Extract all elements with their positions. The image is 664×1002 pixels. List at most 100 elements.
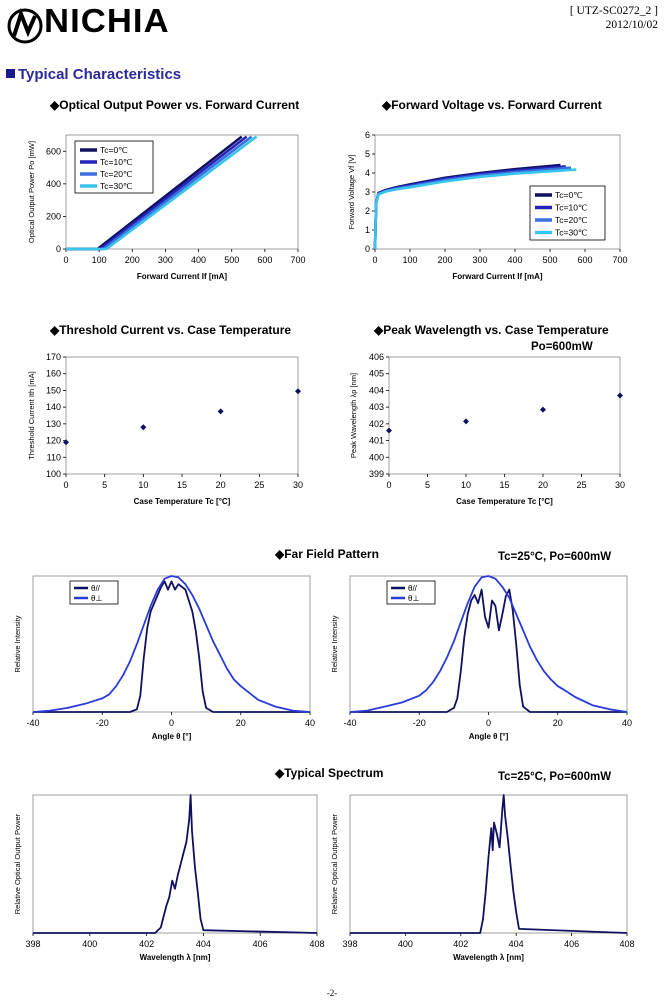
y-tick-label: 1	[365, 225, 370, 235]
x-axis-label: Case Temperature Tc [°C]	[456, 497, 553, 506]
y-tick-label: 130	[46, 419, 61, 429]
x-tick-label: 406	[253, 939, 268, 949]
x-axis-label: Case Temperature Tc [°C]	[134, 497, 231, 506]
y-tick-label: 5	[365, 149, 370, 159]
x-tick-label: 0	[386, 480, 391, 490]
y-axis-label: Peak Wavelength λp [nm]	[349, 373, 358, 458]
legend-label: Tc=20℃	[100, 169, 133, 179]
y-axis-label: Threshold Current Ith [mA]	[27, 371, 36, 459]
x-tick-label: 200	[125, 255, 140, 265]
x-tick-label: 398	[25, 939, 40, 949]
x-tick-label: 600	[257, 255, 272, 265]
chart-spec1: 398 400 402 404 406 408 Wavelength λ [nm] Relat…	[13, 794, 325, 962]
chart-ffp2: -40 -20 0 20 40 Angle θ [°] Relative Intensity…	[330, 575, 632, 741]
x-tick-label: 0	[372, 255, 377, 265]
x-tick-label: 20	[553, 718, 563, 728]
y-tick-label: 140	[46, 402, 61, 412]
chart-spec2: 398 400 402 404 406 408 Wavelength λ [nm] Relat…	[330, 794, 635, 962]
document-id: [ UTZ-SC0272_2 ] 2012/10/02	[570, 4, 658, 32]
x-tick-label: 0	[63, 255, 68, 265]
y-axis-label: Relative Optical Output Power	[330, 813, 339, 914]
series-line	[350, 588, 627, 713]
nichia-logo	[7, 7, 43, 44]
title-ith-tc: ◆Threshold Current vs. Case Temperature	[50, 323, 292, 337]
title-po-if: ◆Optical Output Power vs. Forward Curren…	[50, 98, 300, 112]
x-axis-label: Wavelength λ [nm]	[453, 953, 524, 962]
x-tick-label: 40	[622, 718, 632, 728]
page-number: -2-	[326, 988, 338, 998]
y-axis-label: Relative Optical Output Power	[13, 813, 22, 914]
y-axis-label: Relative Intensity	[13, 615, 22, 672]
x-tick-label: -20	[413, 718, 426, 728]
series-line	[350, 794, 628, 934]
data-point	[140, 424, 147, 431]
y-axis-label: Relative Intensity	[330, 615, 339, 672]
x-tick-label: -40	[343, 718, 356, 728]
plot-frame	[349, 794, 628, 934]
title-spectrum: ◆Typical Spectrum	[275, 766, 384, 780]
y-tick-label: 6	[365, 130, 370, 140]
y-tick-label: 200	[46, 211, 61, 221]
x-tick-label: 300	[158, 255, 173, 265]
data-point	[63, 439, 69, 446]
x-tick-label: 402	[453, 939, 468, 949]
y-tick-label: 400	[369, 452, 384, 462]
chart-po_if: 0 100 200 300 400 500 600 700 0 200 400 600 Forward …	[27, 134, 306, 281]
y-tick-label: 405	[369, 369, 384, 379]
series-line	[33, 580, 310, 713]
plot-frame	[65, 356, 299, 475]
x-tick-label: 0	[63, 480, 68, 490]
legend-label: Tc=0℃	[100, 145, 128, 155]
x-axis-label: Angle θ [°]	[152, 732, 192, 741]
x-tick-label: 500	[542, 255, 557, 265]
y-axis-label: Forward Voltage Vf [V]	[347, 154, 356, 229]
x-tick-label: 700	[290, 255, 305, 265]
series-line	[349, 575, 628, 713]
y-tick-label: 2	[365, 206, 370, 216]
plot-frame	[388, 356, 621, 475]
x-tick-label: 100	[402, 255, 417, 265]
x-tick-label: 400	[507, 255, 522, 265]
chart-ith_tc: 0 5 10 15 20 25 30 100 110 120 130 140 150 160 170 Case…	[27, 352, 303, 506]
x-axis-label: Angle θ [°]	[469, 732, 509, 741]
data-point	[217, 408, 224, 415]
legend-label: Tc=10℃	[555, 203, 588, 213]
legend-label: θ//	[91, 584, 101, 593]
cond-spectrum: Tc=25°C, Po=600mW	[498, 771, 612, 783]
x-tick-label: 300	[472, 255, 487, 265]
x-axis-label: Forward Current If [mA]	[137, 272, 228, 281]
x-tick-label: 25	[576, 480, 586, 490]
x-tick-label: -40	[26, 718, 39, 728]
section-title: Typical Characteristics	[6, 66, 181, 83]
y-tick-label: 0	[56, 244, 61, 254]
series-line	[33, 794, 318, 934]
y-tick-label: 120	[46, 436, 61, 446]
x-tick-label: 400	[82, 939, 97, 949]
x-tick-label: 40	[305, 718, 315, 728]
title-ffp: ◆Far Field Pattern	[275, 547, 379, 561]
chart-vf_if: 0 100 200 300 400 500 600 700 0 1 2 3 4 5 6 Forward Cur…	[347, 130, 628, 281]
x-tick-label: 10	[138, 480, 148, 490]
x-tick-label: 15	[177, 480, 187, 490]
series-line	[32, 575, 311, 713]
x-tick-label: 400	[191, 255, 206, 265]
x-tick-label: 100	[92, 255, 107, 265]
y-tick-label: 170	[46, 352, 61, 362]
y-tick-label: 400	[46, 179, 61, 189]
chart-lp_tc: 0 5 10 15 20 25 30 399 400 401 402 403 404 405 406 Case…	[349, 352, 625, 506]
data-point	[295, 388, 301, 395]
x-tick-label: 406	[564, 939, 579, 949]
y-tick-label: 404	[369, 385, 384, 395]
x-tick-label: 402	[139, 939, 154, 949]
section-square-icon	[6, 69, 15, 78]
y-tick-label: 402	[369, 419, 384, 429]
x-tick-label: 20	[236, 718, 246, 728]
legend-label: Tc=30℃	[100, 181, 133, 191]
x-tick-label: 10	[461, 480, 471, 490]
series-line	[66, 135, 258, 251]
x-tick-label: 700	[612, 255, 627, 265]
plot-frame	[65, 134, 299, 250]
data-point	[617, 392, 623, 399]
x-tick-label: 5	[102, 480, 107, 490]
